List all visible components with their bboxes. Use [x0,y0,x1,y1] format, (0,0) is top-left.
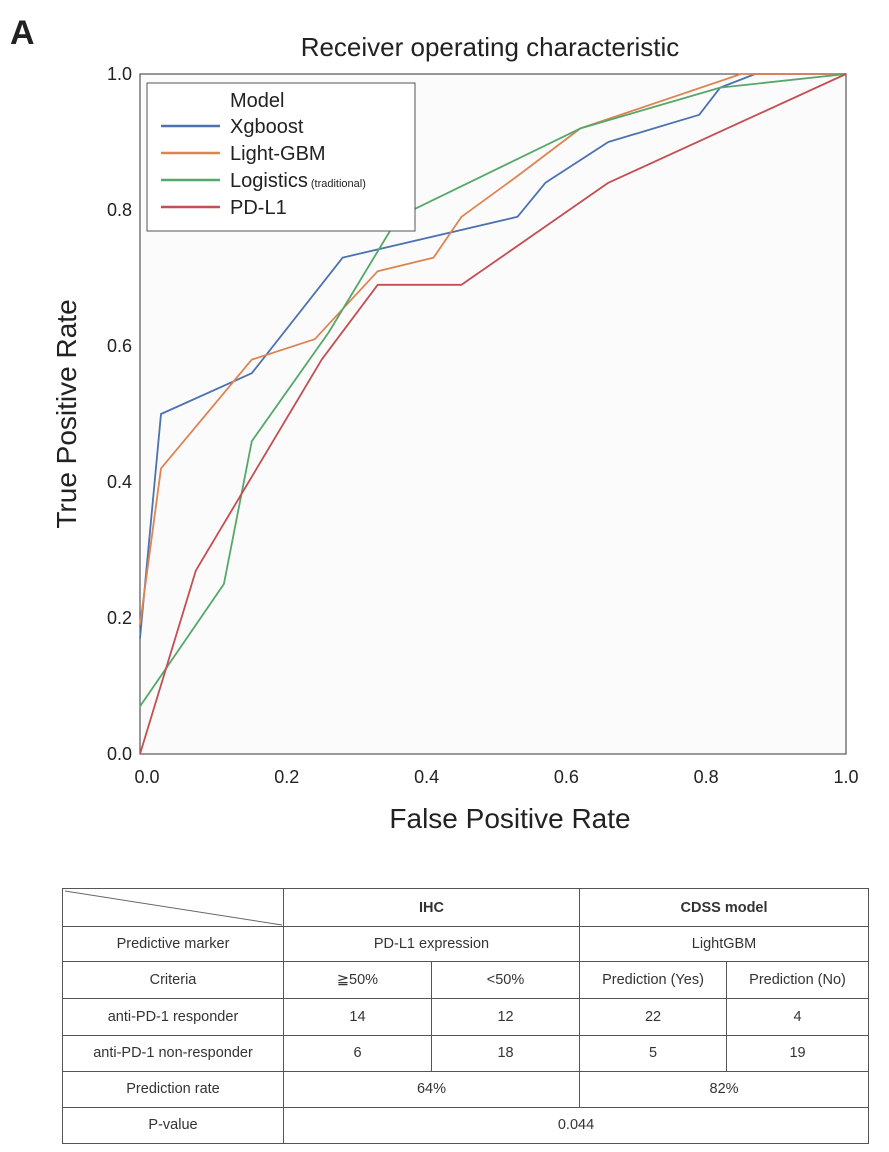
table-cell: 5 [579,1034,728,1072]
y-axis-title: True Positive Rate [51,299,82,528]
table-row: Prediction rate 64% 82% [62,1070,870,1108]
summary-table: IHC CDSS model Predictive marker PD-L1 e… [62,887,870,1145]
table-row: anti-PD-1 non-responder 6 18 5 19 [62,1034,870,1072]
y-tick-labels: 0.0 0.2 0.4 0.6 0.8 1.0 [107,64,132,764]
series-line [139,73,846,625]
table-cell: 4 [726,998,870,1036]
row-label: Predictive marker [62,926,284,963]
x-tick-label: 0.8 [694,767,719,787]
series-lines [139,73,847,755]
table-row: Predictive marker PD-L1 expression Light… [62,926,870,963]
table-cell: 19 [726,1034,870,1072]
legend-label: Xgboost [230,116,304,138]
table-header-row: IHC CDSS model [62,887,870,928]
x-tick-label: 0.6 [554,767,579,787]
series-line [139,73,847,755]
x-tick-label: 0.2 [274,767,299,787]
legend-title: Model [230,90,284,112]
chart-title: Receiver operating characteristic [301,32,680,62]
row-label: anti-PD-1 non-responder [62,1034,284,1072]
table-row: anti-PD-1 responder 14 12 22 4 [62,998,870,1036]
panel-label: A [10,14,35,52]
x-axis-title: False Positive Rate [389,803,630,834]
table-cell: 22 [579,998,728,1036]
table-cell: 82% [579,1070,870,1108]
table-cell: Prediction (Yes) [579,961,728,1000]
table-cell: LightGBM [579,926,870,963]
table-cell: 6 [283,1034,432,1072]
x-tick-label: 1.0 [833,767,858,787]
corner-diagonal [64,890,283,926]
y-tick-label: 0.8 [107,200,132,220]
series-line [139,73,846,639]
table-row: Criteria ≧50% <50% Prediction (Yes) Pred… [62,961,870,1000]
table-cell: PD-L1 expression [282,926,581,963]
x-tick-label: 0.0 [134,767,159,787]
y-tick-label: 0.0 [107,744,132,764]
table-cell: 64% [282,1070,581,1108]
table-cell: Prediction (No) [726,961,870,1000]
header-cdss: CDSS model [579,887,870,928]
table-cell: 18 [430,1034,581,1072]
y-tick-label: 0.4 [107,472,132,492]
table-cell: ≧50% [283,961,432,1000]
header-ihc: IHC [282,887,581,928]
table-row: P-value 0.044 [62,1106,870,1145]
header-corner-cell [62,887,284,928]
row-label: Criteria [62,961,284,1000]
legend-label: Light-GBM [230,143,326,165]
legend-note: (traditional) [308,178,366,190]
table-cell: <50% [430,961,581,1000]
y-tick-label: 0.6 [107,336,132,356]
row-label: anti-PD-1 responder [62,998,284,1036]
table-cell: 12 [430,998,581,1036]
roc-chart: Receiver operating characteristic False … [51,32,859,834]
table-cell: 14 [283,998,432,1036]
x-tick-labels: 0.0 0.2 0.4 0.6 0.8 1.0 [134,767,858,787]
table-cell: 0.044 [282,1106,870,1145]
y-tick-label: 1.0 [107,64,132,84]
x-tick-label: 0.4 [414,767,439,787]
legend-label: PD-L1 [230,197,287,219]
series-line [139,73,847,707]
row-label: Prediction rate [62,1070,284,1108]
row-label: P-value [62,1106,284,1145]
y-tick-label: 0.2 [107,608,132,628]
